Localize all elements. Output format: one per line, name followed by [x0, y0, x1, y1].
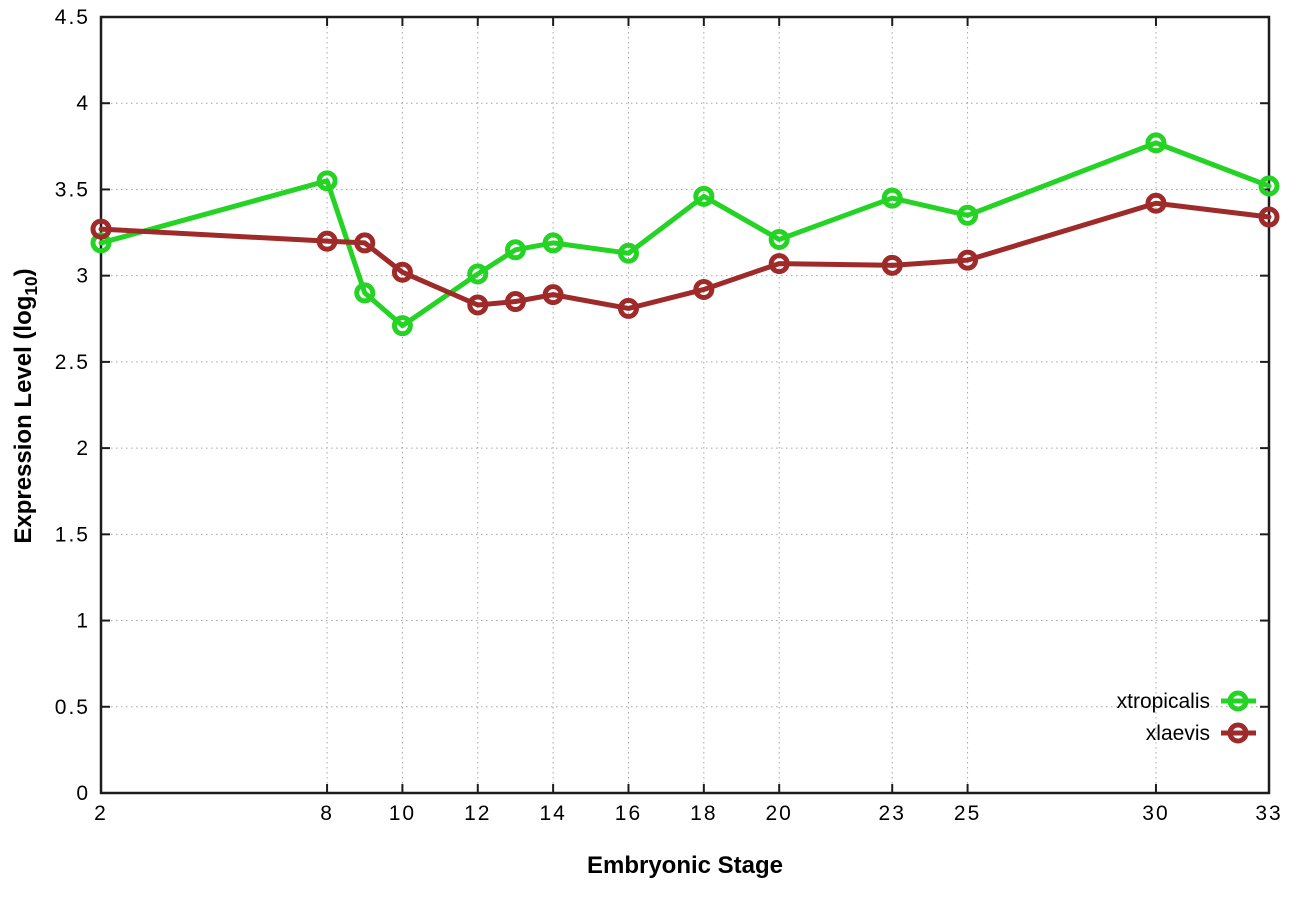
- y-tick-label-2_5: 2.5: [55, 351, 90, 374]
- x-tick-label-12: 12: [464, 802, 491, 825]
- x-tick-label-2: 2: [94, 802, 108, 825]
- data-point-xlaevis-10: [391, 261, 413, 283]
- data-point-xtropicalis-30: [1145, 132, 1167, 154]
- y-axis-title: Expression Level (log10): [10, 268, 42, 543]
- data-point-xtropicalis-13: [504, 239, 526, 261]
- x-tick-label-30: 30: [1142, 802, 1169, 825]
- data-point-xtropicalis-8: [316, 170, 338, 192]
- data-point-xlaevis-12: [467, 294, 489, 316]
- y-tick-label-3_5: 3.5: [55, 178, 90, 201]
- data-point-xlaevis-9: [354, 232, 376, 254]
- legend-label-xlaevis: xlaevis: [1146, 722, 1210, 745]
- y-tick-label-3: 3: [76, 265, 90, 288]
- legend-marker-xlaevis: [1227, 722, 1249, 744]
- y-tick-label-4_5: 4.5: [55, 6, 90, 29]
- y-tick-label-0: 0: [76, 782, 90, 805]
- y-axis-title-close: ): [10, 268, 38, 277]
- data-point-xtropicalis-9: [354, 282, 376, 304]
- x-tick-label-23: 23: [879, 802, 906, 825]
- y-axis-title-text: Expression Level (log: [10, 295, 38, 544]
- data-point-xtropicalis-10: [391, 315, 413, 337]
- data-point-xlaevis-14: [542, 284, 564, 306]
- series-line-xtropicalis: [98, 140, 1272, 329]
- data-point-xlaevis-33: [1258, 206, 1280, 228]
- x-tick-label-10: 10: [389, 802, 416, 825]
- y-tick-label-1_5: 1.5: [55, 523, 90, 546]
- y-axis-title-subscript: 10: [20, 276, 41, 296]
- data-point-xlaevis-8: [316, 230, 338, 252]
- data-point-xtropicalis-25: [957, 204, 979, 226]
- data-point-xlaevis-2: [90, 218, 112, 240]
- y-tick-label-0_5: 0.5: [55, 696, 90, 719]
- x-tick-label-18: 18: [690, 802, 717, 825]
- data-point-xlaevis-23: [881, 254, 903, 276]
- legend-label-xtropicalis: xtropicalis: [1117, 690, 1210, 713]
- data-point-xlaevis-18: [693, 278, 715, 300]
- data-point-xlaevis-20: [768, 253, 790, 275]
- series-line-xlaevis: [98, 200, 1272, 311]
- plot-border: [99, 15, 1271, 795]
- y-tick-label-2: 2: [76, 437, 90, 460]
- legend-marker-xtropicalis: [1227, 690, 1249, 712]
- x-tick-label-33: 33: [1255, 802, 1282, 825]
- x-tick-label-8: 8: [320, 802, 334, 825]
- data-point-xtropicalis-16: [617, 242, 639, 264]
- data-point-xlaevis-16: [617, 297, 639, 319]
- data-point-xlaevis-25: [957, 249, 979, 271]
- x-tick-label-20: 20: [766, 802, 793, 825]
- y-tick-label-1: 1: [76, 610, 90, 633]
- x-tick-label-14: 14: [539, 802, 566, 825]
- data-point-xtropicalis-23: [881, 187, 903, 209]
- x-tick-label-16: 16: [615, 802, 642, 825]
- data-point-xlaevis-13: [504, 291, 526, 313]
- data-point-xtropicalis-20: [768, 228, 790, 250]
- data-point-xlaevis-30: [1145, 192, 1167, 214]
- y-tick-label-4: 4: [76, 92, 90, 115]
- data-point-xtropicalis-33: [1258, 175, 1280, 197]
- data-point-xtropicalis-18: [693, 185, 715, 207]
- x-axis-title: Embryonic Stage: [586, 852, 784, 879]
- data-point-xtropicalis-14: [542, 232, 564, 254]
- x-tick-label-25: 25: [954, 802, 981, 825]
- data-point-xtropicalis-12: [467, 263, 489, 285]
